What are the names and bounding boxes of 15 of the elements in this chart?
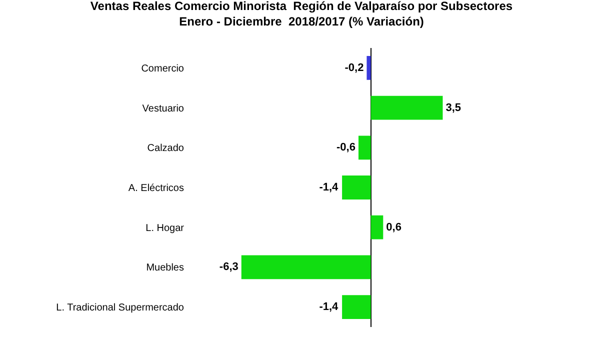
data-label: -0,2 <box>344 62 364 74</box>
data-label: 0,6 <box>386 221 402 234</box>
data-label: -1,4 <box>319 301 340 314</box>
chart-title: Ventas Reales Comercio Minorista Región de Valparaíso por Subsectores Enero - Diciembre 2018/2017 (% Variación) <box>90 0 513 29</box>
y-tick-label: Muebles <box>146 262 184 274</box>
data-label: -6,3 <box>219 261 238 274</box>
y-tick-label: A. Eléctricos <box>128 183 184 194</box>
y-tick-label: Vestuario <box>142 103 184 114</box>
data-label: -0,6 <box>336 142 356 154</box>
data-label: 3,5 <box>446 102 462 114</box>
y-tick-label: Calzado <box>147 143 184 154</box>
y-tick-label: Comercio <box>141 63 184 74</box>
y-tick-label: L. Hogar <box>146 222 185 234</box>
data-label: -1,4 <box>319 182 340 194</box>
y-tick-label: L. Tradicional Supermercado <box>56 302 184 314</box>
